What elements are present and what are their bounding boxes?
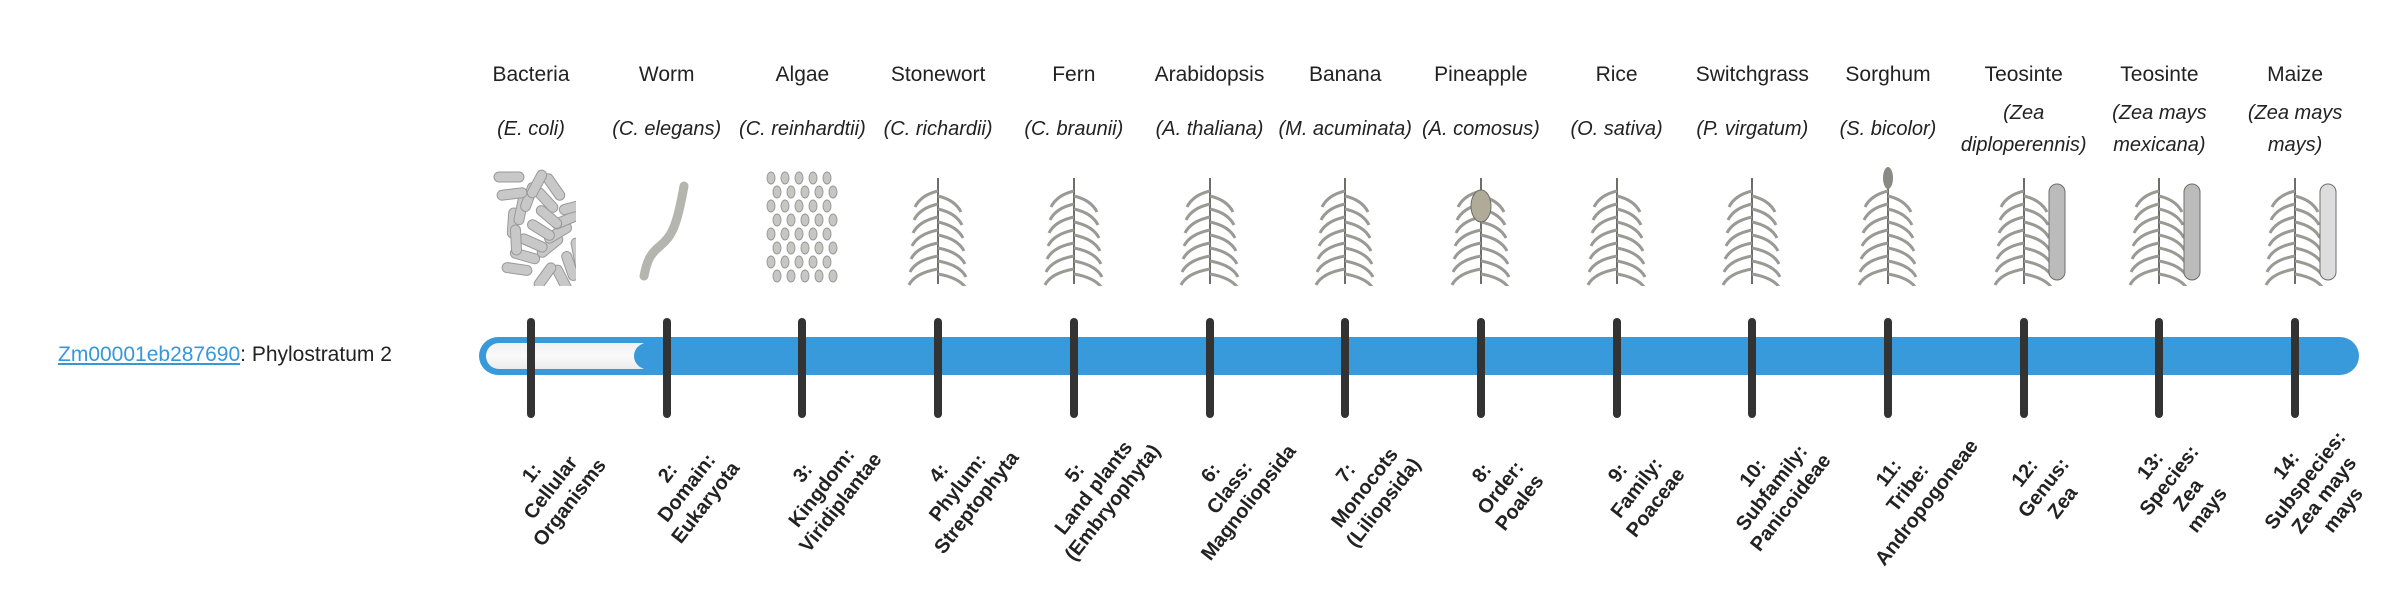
stratum-tick	[1205, 318, 1214, 418]
stratum-tick	[2291, 318, 2300, 418]
species-text: (C. richardii)	[883, 118, 993, 140]
organism-column: Banana (M. acuminata)	[1277, 60, 1413, 286]
organism-name: Fern	[1052, 63, 1096, 86]
fern-icon	[1006, 166, 1142, 286]
organism-column: Algae (C. reinhardtii)	[734, 60, 870, 286]
separator: :	[240, 343, 252, 366]
organism-name: Pineapple	[1434, 63, 1528, 86]
banana-icon	[1277, 166, 1413, 286]
stratum-label: 1: Cellular Organisms	[461, 387, 641, 589]
stonewort-icon	[870, 166, 1006, 286]
stratum-tick	[2019, 318, 2028, 418]
organism-column: Fern (C. braunii)	[1006, 60, 1142, 286]
species-text: (S. bicolor)	[1839, 118, 1937, 140]
species-text: (A. thaliana)	[1155, 118, 1264, 140]
organism-species: (A. thaliana)	[1142, 94, 1278, 164]
stratum-tick	[1884, 318, 1892, 418]
organism-column: Rice (O. sativa)	[1549, 60, 1685, 286]
stratum-tick	[1748, 318, 1757, 418]
species-text: (Zea diploperennis)	[1960, 102, 2087, 156]
organism-species: (O. sativa)	[1549, 94, 1685, 164]
species-text: (Zea mays mays)	[2247, 102, 2343, 156]
organism-name: Sorghum	[1845, 63, 1931, 86]
organism-column: Teosinte (Zea mays mexicana)	[2091, 60, 2227, 286]
gene-phylostratum-label: Zm00001eb287690: Phylostratum 2	[58, 340, 392, 370]
organism-species: (C. richardii)	[870, 94, 1006, 164]
organism-species: (C. elegans)	[599, 94, 735, 164]
organism-species: (C. braunii)	[1006, 94, 1142, 164]
maize-icon	[2227, 166, 2363, 286]
organism-name: Banana	[1308, 63, 1382, 86]
organism-name: Switchgrass	[1695, 63, 1809, 86]
bacteria-icon	[463, 166, 599, 286]
rice-icon	[1549, 166, 1685, 286]
species-text: (O. sativa)	[1570, 118, 1663, 140]
organism-name: Bacteria	[492, 63, 570, 86]
organism-name: Worm	[638, 63, 695, 86]
phylostratum-text: Phylostratum 2	[251, 343, 392, 366]
organism-column: Maize (Zea mays mays)	[2227, 60, 2363, 286]
organism-species: (Zea mays mexicana)	[2091, 94, 2227, 164]
organism-name: Teosinte	[2120, 63, 2199, 86]
arabidopsis-icon	[1142, 166, 1278, 286]
species-text: (C. reinhardtii)	[739, 118, 866, 140]
stratum-tick	[1612, 318, 1621, 418]
stratum-tick	[527, 318, 535, 418]
species-text: (P. virgatum)	[1696, 118, 1809, 140]
organism-name: Algae	[775, 63, 830, 86]
progress-fill-start	[633, 343, 660, 369]
progress-empty-segment	[486, 343, 654, 369]
phylostratum-progress-bar	[479, 337, 2359, 375]
worm-icon	[599, 166, 735, 286]
gene-id-link[interactable]: Zm00001eb287690	[58, 343, 241, 366]
organism-column: Switchgrass (P. virgatum)	[1684, 60, 1820, 286]
pineapple-icon	[1413, 166, 1549, 286]
organism-column: Sorghum (S. bicolor)	[1820, 60, 1956, 286]
organism-column: Bacteria (E. coli)	[463, 60, 599, 286]
organism-name: Stonewort	[890, 63, 986, 86]
organism-species: (A. comosus)	[1413, 94, 1549, 164]
sorghum-icon	[1820, 166, 1956, 286]
switchgrass-icon	[1684, 166, 1820, 286]
stratum-tick	[2155, 318, 2164, 418]
organism-column: Teosinte (Zea diploperennis)	[1956, 60, 2092, 286]
organism-name: Rice	[1595, 63, 1638, 86]
organism-species: (P. virgatum)	[1684, 94, 1820, 164]
stratum-tick	[798, 318, 807, 418]
organism-name: Maize	[2267, 63, 2324, 86]
organism-name: Teosinte	[1984, 63, 2063, 86]
organism-column: Arabidopsis (A. thaliana)	[1142, 60, 1278, 286]
teosinte-icon	[2091, 166, 2227, 286]
species-text: (M. acuminata)	[1278, 118, 1412, 140]
organism-species: (Zea mays mays)	[2227, 94, 2363, 164]
stratum-tick	[934, 318, 943, 418]
species-text: (E. coli)	[497, 118, 565, 140]
organism-name: Arabidopsis	[1154, 63, 1265, 86]
species-text: (Zea mays mexicana)	[2112, 102, 2207, 156]
stratum-tick	[1069, 318, 1078, 418]
stratum-tick	[1476, 318, 1485, 418]
stratum-tick	[662, 318, 671, 418]
species-text: (C. braunii)	[1024, 118, 1124, 140]
species-text: (A. comosus)	[1421, 118, 1540, 140]
organism-species: (E. coli)	[463, 94, 599, 164]
stratum-tick	[1341, 318, 1350, 418]
algae-icon	[734, 166, 870, 286]
organism-species: (M. acuminata)	[1277, 94, 1413, 164]
organism-column: Worm (C. elegans)	[599, 60, 735, 286]
organism-species: (Zea diploperennis)	[1956, 94, 2092, 164]
organism-species: (S. bicolor)	[1820, 94, 1956, 164]
teosinte-icon	[1956, 166, 2092, 286]
organism-column: Stonewort (C. richardii)	[870, 60, 1006, 286]
species-text: (C. elegans)	[612, 118, 722, 140]
organism-species: (C. reinhardtii)	[734, 94, 870, 164]
organism-column: Pineapple (A. comosus)	[1413, 60, 1549, 286]
